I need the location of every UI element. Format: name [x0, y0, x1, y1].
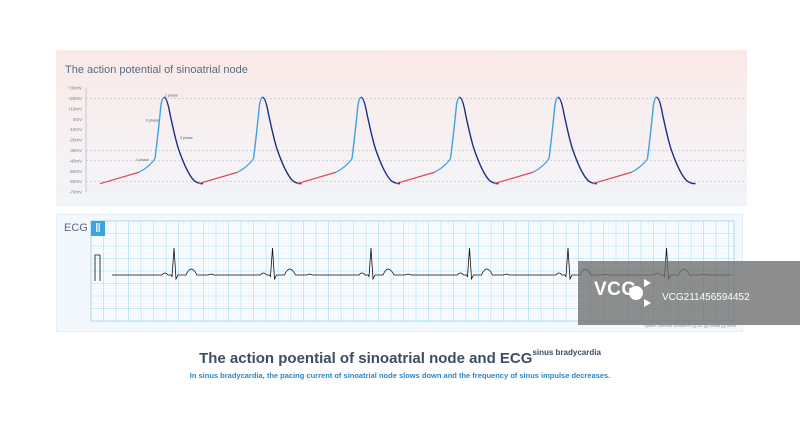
y-tick-label: -30mV: [69, 148, 82, 153]
caption-subtitle: In sinus bradycardia, the pacing current…: [189, 371, 611, 380]
y-tick-label: -40mV: [69, 158, 82, 163]
caption-title-text: The action poential of sinoatrial node a…: [199, 350, 533, 367]
phase4-fast-depolarization: [335, 158, 353, 173]
action-potential-chart: +30mV +20mV +10mV 0mV -10mV -20mV -30mV -40mV -5…: [68, 86, 745, 195]
phase3-repolarization: [163, 96, 204, 185]
phase0-upstroke: [449, 96, 460, 159]
y-tick-label: -10mV: [69, 127, 82, 132]
y-tick-label: +20mV: [68, 96, 82, 101]
phase3-repolarization: [262, 96, 302, 185]
ecg-panel: ECG Ⅱ Speed: 25mm/s 10mm/mV |||| AC ||||…: [56, 214, 743, 332]
phase3-repolarization: [656, 96, 696, 185]
watermark-camera-icon: [629, 279, 651, 307]
y-tick-label: -70mV: [69, 190, 82, 195]
phase4-fast-depolarization: [631, 158, 648, 173]
phase0-upstroke: [646, 96, 657, 159]
watermark-id: VCG211456594452: [662, 292, 750, 303]
phase0-upstroke: [252, 96, 263, 159]
phase3-repolarization: [360, 96, 401, 185]
phase3-repolarization: [557, 96, 598, 185]
lead-badge: Ⅱ: [91, 221, 105, 236]
phase4-slow-depolarization: [395, 171, 435, 185]
phase4-label: 4 phase: [136, 158, 149, 162]
ap-cycle: [198, 96, 302, 185]
action-potential-panel: The action potential of sinoatrial node …: [56, 50, 747, 206]
y-tick-label: -60mV: [69, 179, 82, 184]
phase4-slow-depolarization: [592, 171, 632, 185]
phase4-fast-depolarization: [532, 158, 550, 173]
ap-cycle: [395, 96, 499, 185]
phase0-upstroke: [351, 96, 362, 159]
ap-cycle: [493, 96, 598, 185]
phase4-slow-depolarization: [99, 171, 140, 185]
phase3-label: 3 phase: [180, 136, 193, 140]
calibration-pulse: [94, 254, 101, 281]
watermark: VCG VCG211456594452: [578, 261, 800, 325]
phase4-fast-depolarization: [434, 158, 451, 173]
ecg-label: ECG: [64, 222, 88, 234]
watermark-logo: VCG: [594, 279, 637, 300]
phase0-label: 0 phase: [146, 118, 159, 122]
phase4-fast-depolarization: [138, 158, 156, 173]
caption-title-superscript: sinus bradycardia: [532, 348, 601, 357]
peak-phase-label: 1 phase: [165, 93, 178, 97]
phase4-slow-depolarization: [493, 171, 534, 185]
y-tick-label: 0mV: [73, 117, 82, 122]
ap-cycle: [296, 96, 401, 185]
phase0-upstroke: [154, 96, 165, 159]
y-tick-label: -20mV: [69, 138, 82, 143]
phase0-upstroke: [548, 96, 559, 159]
phase3-repolarization: [459, 96, 499, 185]
caption-title: The action poential of sinoatrial node a…: [0, 348, 800, 367]
y-tick-label: +30mV: [68, 86, 82, 91]
ap-cycle: [592, 96, 696, 185]
action-potential-title: The action potential of sinoatrial node: [65, 64, 248, 76]
phase4-fast-depolarization: [237, 158, 254, 173]
phase4-slow-depolarization: [198, 171, 238, 185]
ap-cycle: [99, 96, 204, 185]
ecg-footnote: Speed: 25mm/s 10mm/mV |||| AC |||| unfol…: [643, 323, 736, 328]
y-tick-label: -50mV: [69, 169, 82, 174]
phase4-slow-depolarization: [296, 171, 337, 185]
y-tick-label: +10mV: [68, 106, 82, 111]
